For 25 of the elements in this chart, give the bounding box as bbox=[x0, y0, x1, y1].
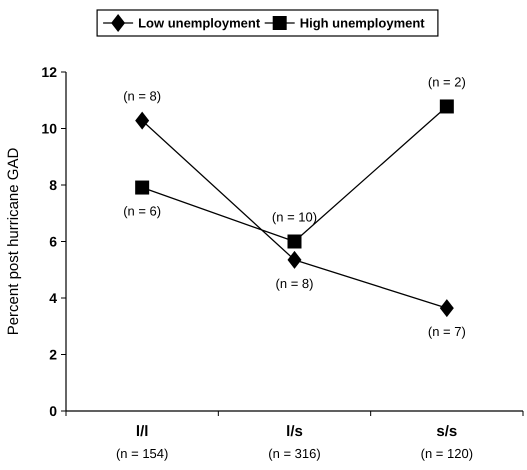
point bbox=[135, 180, 150, 195]
legend-label: Low unemployment bbox=[138, 16, 261, 31]
x-tick-label: l/l (n = 154) bbox=[116, 423, 168, 461]
point bbox=[440, 99, 454, 114]
y-tick-label: 12 bbox=[41, 64, 58, 80]
y-tick-label: 10 bbox=[41, 120, 58, 136]
annotation: (n = 2) bbox=[428, 74, 466, 90]
point bbox=[135, 112, 150, 130]
annotation: (n = 8) bbox=[276, 276, 314, 291]
y-axis-title: Percent post hurricane GAD bbox=[5, 148, 22, 336]
x-tick-label: l/s (n = 316) bbox=[268, 423, 321, 461]
y-tick-label: 0 bbox=[49, 402, 58, 419]
annotation: (n = 8) bbox=[123, 88, 162, 104]
annotation: (n = 6) bbox=[123, 204, 162, 219]
y-tick-label: 2 bbox=[49, 346, 58, 362]
point bbox=[288, 234, 302, 248]
point bbox=[288, 250, 302, 269]
legend-label: High unemployment bbox=[300, 16, 426, 31]
y-tick-label: 6 bbox=[49, 233, 58, 250]
point bbox=[440, 299, 454, 318]
x-tick-label: s/s (n = 120) bbox=[420, 423, 474, 461]
y-tick-label: 4 bbox=[49, 290, 58, 306]
annotation: (n = 10) bbox=[272, 210, 318, 224]
y-tick-label: 8 bbox=[49, 176, 58, 193]
annotation: (n = 7) bbox=[428, 324, 466, 340]
